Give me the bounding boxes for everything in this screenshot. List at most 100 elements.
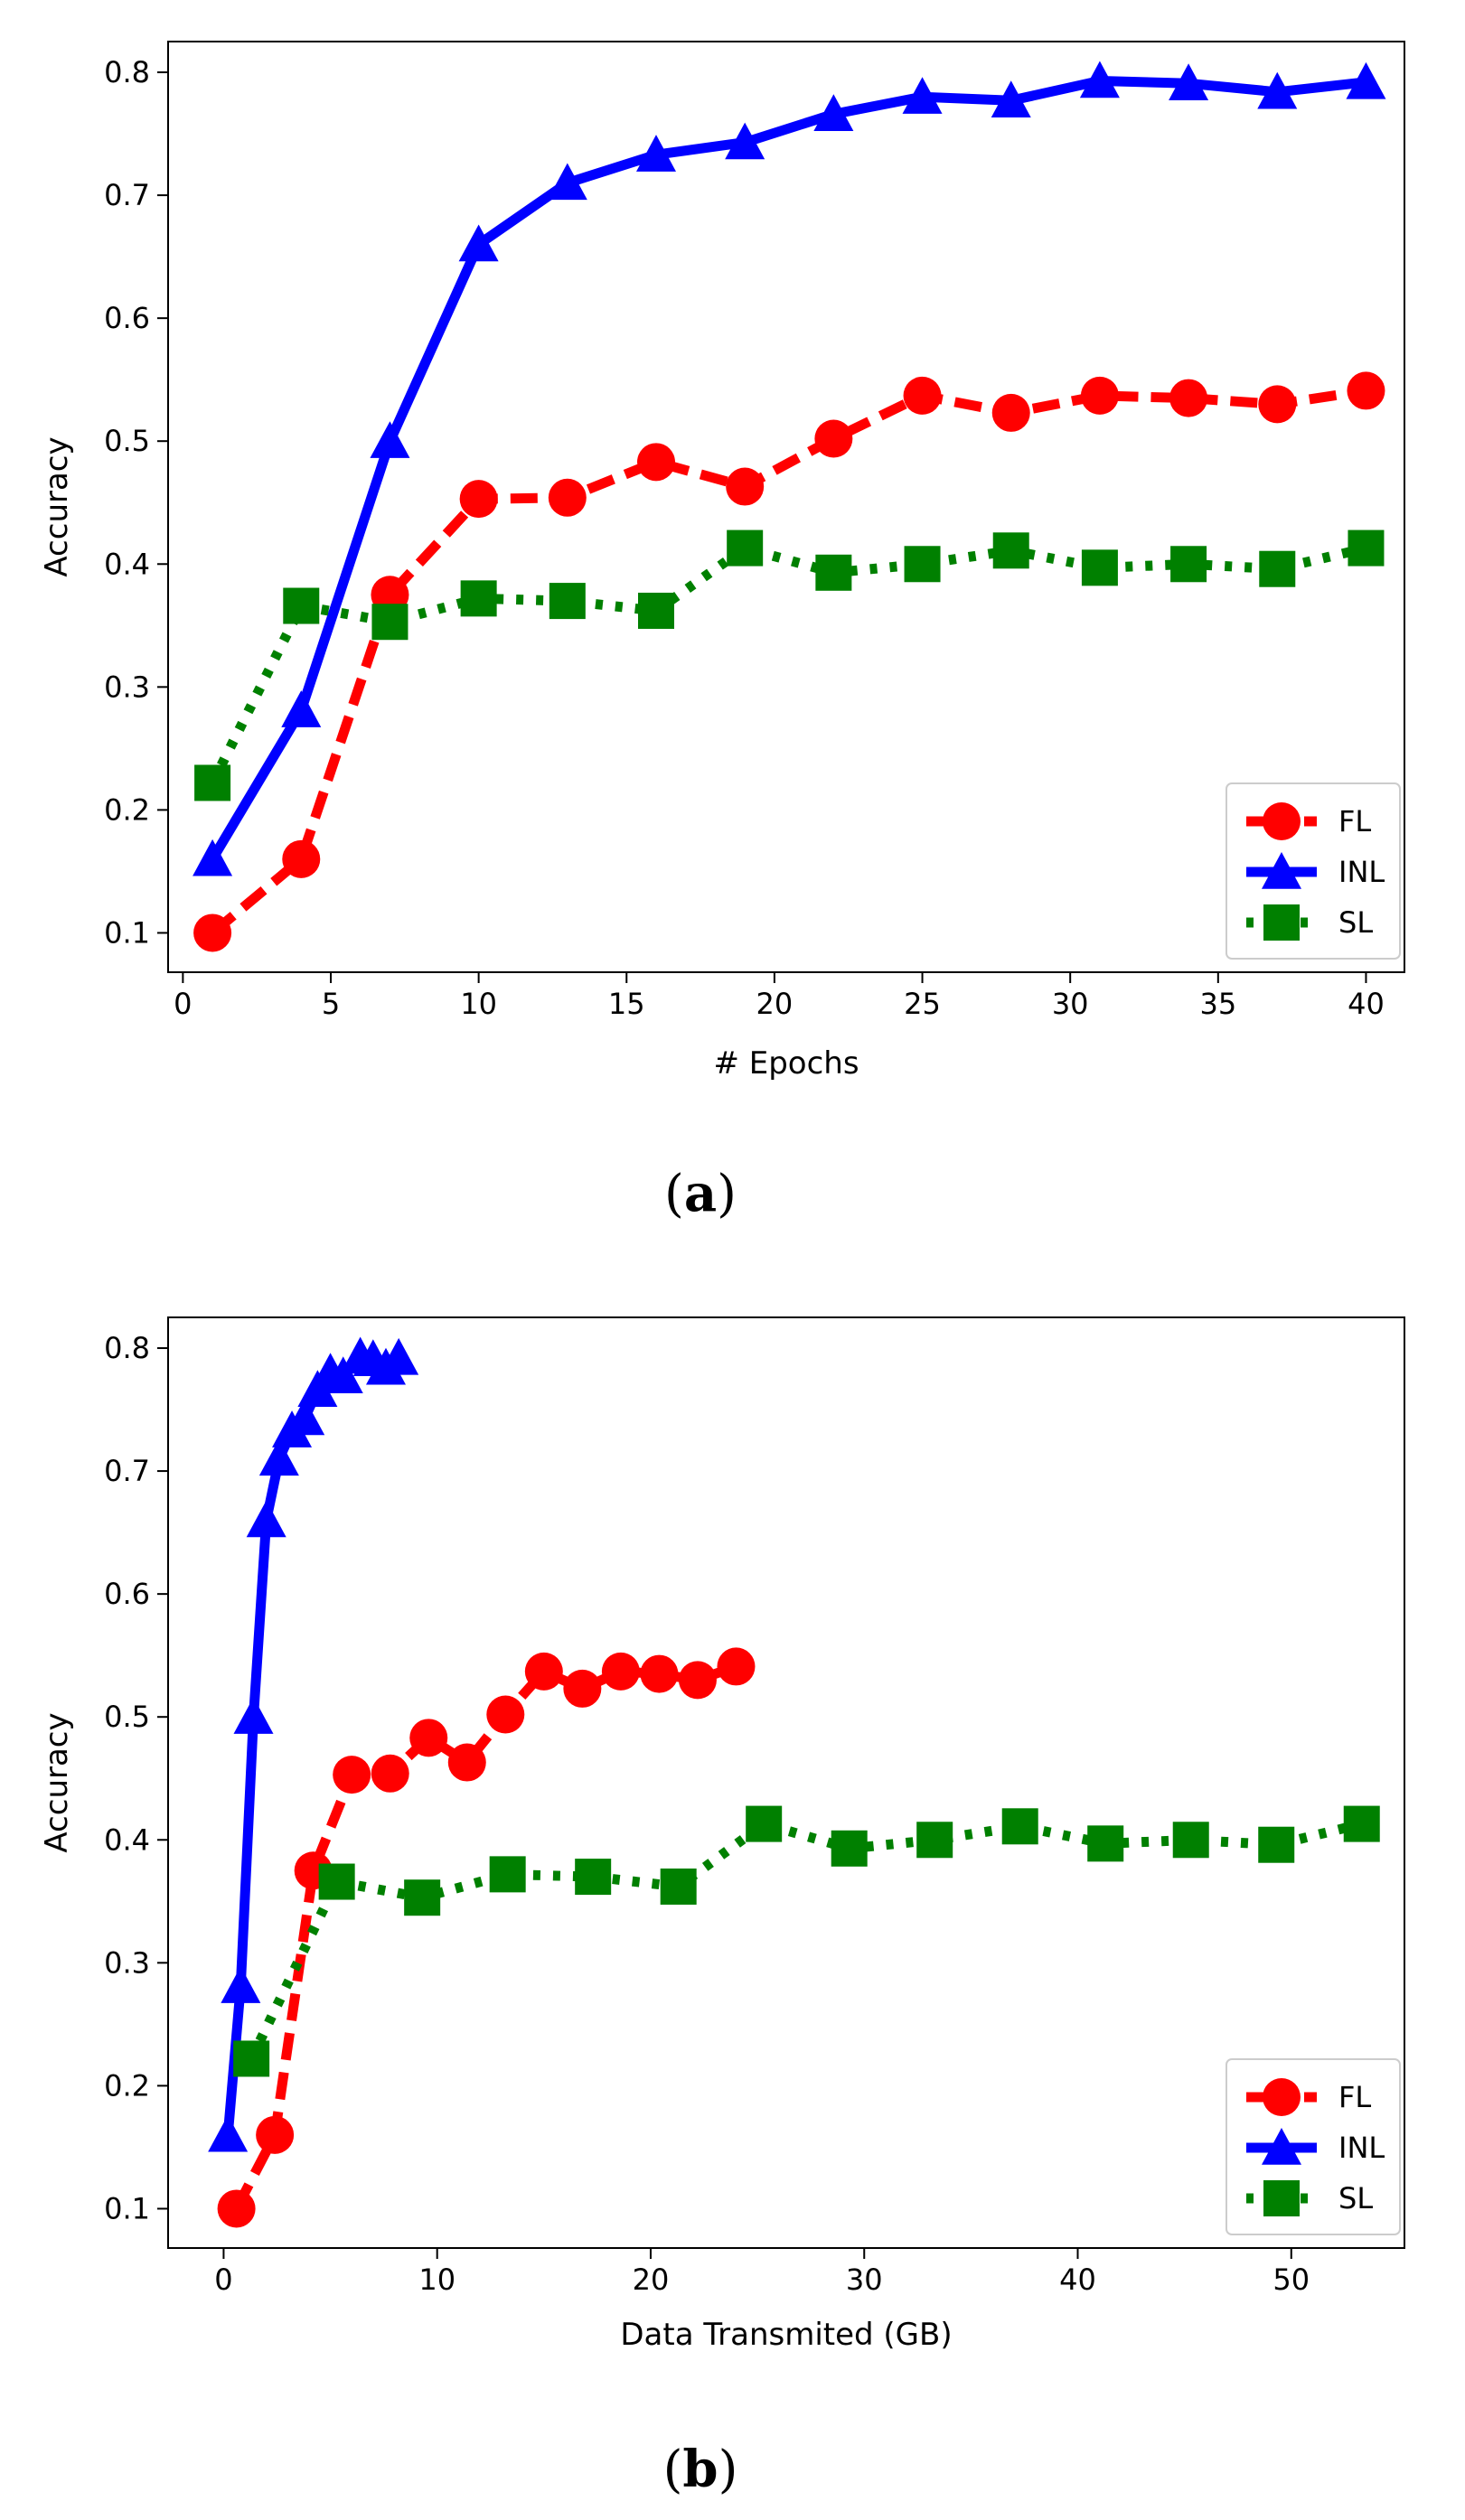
data-point-sl <box>575 1859 612 1896</box>
data-point-fl <box>601 1652 640 1691</box>
data-point-inl <box>193 838 233 876</box>
data-point-fl <box>447 1743 486 1782</box>
data-point-fl <box>524 1652 563 1691</box>
chart-panel-b: 0 10 20 30 40 50 0.1 0.2 0.3 0.4 0.5 0.6 0.7 0.8 Data… <box>39 1316 1405 2499</box>
y-axis-label-a: Accuracy <box>39 436 75 576</box>
data-point-fl <box>1258 385 1297 424</box>
data-point-sl <box>831 1830 868 1867</box>
data-point-inl <box>208 2114 249 2152</box>
data-point-sl <box>460 580 497 617</box>
y-tick-label: 0.1 <box>104 2191 150 2225</box>
data-point-fl <box>1347 371 1385 410</box>
y-tick-label: 0.3 <box>104 1945 150 1980</box>
legend-marker-fl <box>1263 2078 1301 2116</box>
data-point-inl <box>902 77 943 114</box>
x-tick-label: 35 <box>1199 987 1236 1021</box>
data-point-inl <box>246 1500 286 1538</box>
data-point-sl <box>660 1868 697 1905</box>
data-point-fl <box>282 839 321 878</box>
data-point-sl <box>746 1805 783 1842</box>
data-point-sl <box>1259 550 1296 587</box>
data-point-fl <box>256 2115 295 2154</box>
data-point-sl <box>1348 529 1385 567</box>
x-tick-label: 0 <box>174 987 192 1021</box>
y-tick-label: 0.8 <box>104 55 150 89</box>
x-tick-label: 5 <box>322 987 340 1021</box>
data-point-sl <box>815 554 852 591</box>
data-point-inl <box>1346 61 1386 99</box>
x-tick-label: 50 <box>1272 2262 1310 2297</box>
x-tick-label: 15 <box>608 987 645 1021</box>
plot-area-frame-b <box>167 1316 1405 2249</box>
data-point-inl <box>281 690 322 727</box>
data-point-fl <box>991 393 1030 432</box>
axes-ticks-b: 0 10 20 30 40 50 0.1 0.2 0.3 0.4 0.5 0.6 0.7 0.8 <box>104 1331 1310 2297</box>
x-tick-label: 10 <box>460 987 497 1021</box>
data-point-sl <box>1258 1826 1295 1863</box>
data-point-sl <box>1087 1825 1124 1862</box>
legend-label-sl: SL <box>1338 905 1373 940</box>
legend-label-inl: INL <box>1338 855 1385 889</box>
series-line-inl <box>222 1352 404 2141</box>
x-axis-label-a: # Epochs <box>713 1045 859 1082</box>
data-point-fl <box>717 1647 756 1686</box>
y-tick-label: 0.8 <box>104 1331 150 1365</box>
data-point-fl <box>193 913 232 952</box>
series-line-fl <box>209 385 1367 937</box>
legend-label-inl: INL <box>1338 2131 1385 2165</box>
data-point-inl <box>1257 71 1298 109</box>
x-tick-label: 40 <box>1348 987 1385 1021</box>
legend-label-sl: SL <box>1338 2181 1373 2216</box>
chart-panel-a: 0 5 10 15 20 25 30 35 40 0.1 0.2 0.3 0.4 0.5 0.6 0.7 0.8… <box>39 41 1405 1223</box>
y-tick-label: 0.4 <box>104 547 150 581</box>
x-tick-label: 40 <box>1059 2262 1096 2297</box>
y-axis-label-b: Accuracy <box>39 1712 75 1852</box>
data-point-sl <box>916 1822 953 1859</box>
x-tick-label: 30 <box>1052 987 1089 1021</box>
caption-b: (b) <box>663 2440 738 2499</box>
y-tick-label: 0.5 <box>104 424 150 458</box>
plot-area-frame-a <box>167 41 1405 973</box>
y-tick-label: 0.2 <box>104 2068 150 2103</box>
legend-marker-inl <box>1262 2128 1301 2165</box>
data-point-fl <box>1080 376 1119 415</box>
series-line-inl <box>207 76 1371 865</box>
data-point-fl <box>459 480 498 519</box>
data-point-sl <box>1170 546 1207 583</box>
data-point-inl <box>221 1966 261 2003</box>
caption-letter-b: b <box>682 2440 718 2499</box>
data-point-fl <box>217 2189 256 2228</box>
x-tick-label: 10 <box>418 2262 455 2297</box>
x-tick-label: 30 <box>846 2262 883 2297</box>
legend-marker-inl <box>1262 852 1301 889</box>
data-point-fl <box>333 1756 371 1794</box>
data-point-fl <box>409 1719 448 1757</box>
data-point-sl <box>283 587 320 624</box>
legend-label-fl: FL <box>1338 2080 1371 2114</box>
data-point-fl <box>548 478 587 517</box>
x-tick-label: 25 <box>904 987 941 1021</box>
caption-a: (a) <box>664 1164 737 1223</box>
series-markers-a <box>193 61 1386 952</box>
y-tick-label: 0.1 <box>104 915 150 950</box>
data-point-sl <box>404 1879 441 1916</box>
legend-marker-sl <box>1263 904 1300 941</box>
data-point-sl <box>1081 549 1118 586</box>
series-lines-a <box>207 76 1371 937</box>
data-point-sl <box>904 546 941 583</box>
y-tick-label: 0.4 <box>104 1822 150 1857</box>
data-point-sl <box>1001 1808 1038 1845</box>
data-point-inl <box>636 135 676 172</box>
y-tick-label: 0.6 <box>104 1577 150 1611</box>
data-point-inl <box>233 1697 274 1734</box>
data-point-fl <box>1169 379 1208 417</box>
data-point-fl <box>486 1695 525 1734</box>
series-markers-b <box>208 1336 1380 2228</box>
data-point-fl <box>903 376 942 415</box>
data-point-sl <box>233 2040 270 2077</box>
data-point-sl <box>727 529 764 567</box>
data-point-inl <box>285 1398 325 1436</box>
legend-marker-fl <box>1263 802 1301 840</box>
legend-b: FL INL SL <box>1226 2058 1401 2235</box>
